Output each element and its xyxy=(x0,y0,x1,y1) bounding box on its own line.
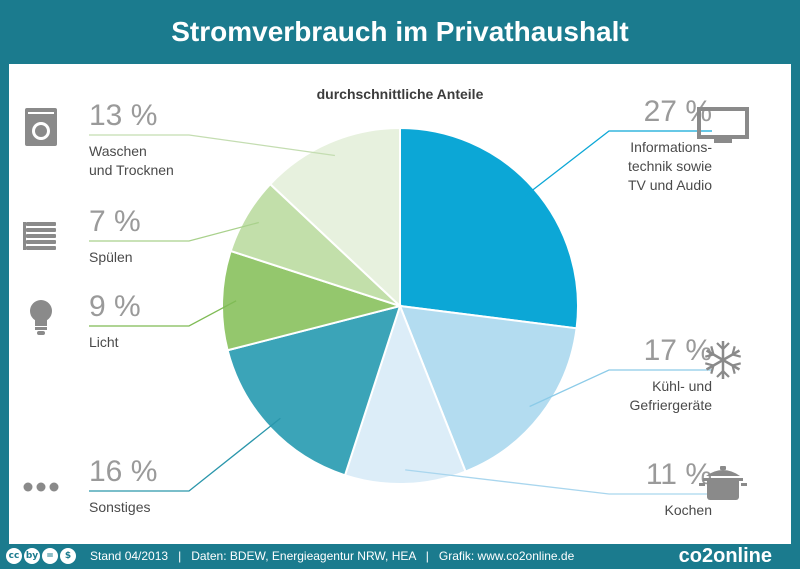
slice-label-5: Spülen xyxy=(89,249,133,265)
slice-label-3: Sonstiges xyxy=(89,499,150,515)
pie-slice-3 xyxy=(226,304,402,477)
slice-label-0: Informations-technik sowie TV und Audio xyxy=(628,139,712,193)
leader-line-3 xyxy=(89,417,281,492)
header-bar: Stromverbrauch im Privathaushalt xyxy=(0,0,800,64)
nd-badge: = xyxy=(42,548,58,564)
slice-value-1: 17 % xyxy=(644,334,712,367)
leader-line-1 xyxy=(529,369,712,408)
cooking-pot-icon xyxy=(699,466,747,500)
pie-chart: 27 % Informations-technik sowie TV und Aud… xyxy=(23,95,749,518)
light-bulb-icon xyxy=(30,300,52,335)
slice-value-6: 13 % xyxy=(89,99,157,132)
snowflake-icon xyxy=(704,341,742,379)
tv-icon xyxy=(697,107,749,143)
slice-label-1: Kühl- und Gefriergeräte xyxy=(630,378,713,413)
dish-stack-icon xyxy=(23,222,56,250)
footer-credits: Stand 04/2013 | Daten: BDEW, Energieagen… xyxy=(90,549,575,563)
chart-subtitle: durchschnittliche Anteile xyxy=(316,86,484,102)
cc-badge: cc xyxy=(6,548,22,564)
nc-badge: $ xyxy=(60,548,76,564)
slice-value-2: 11 % xyxy=(646,458,712,491)
page-title: Stromverbrauch im Privathaushalt xyxy=(171,16,629,47)
footer-bar: cc by = $ Stand 04/2013 | Daten: BDEW, E… xyxy=(0,544,800,569)
by-badge: by xyxy=(24,548,40,564)
slice-value-0: 27 % xyxy=(644,95,712,128)
leader-line-5 xyxy=(89,221,259,242)
slice-value-5: 7 % xyxy=(89,205,141,238)
brand-logo: co2online xyxy=(678,545,772,567)
leader-line-2 xyxy=(405,469,712,495)
washing-machine-icon xyxy=(25,108,57,146)
pie-slice-4 xyxy=(221,249,404,352)
chart-panel: durchschnittliche Anteile 27 % Informatio… xyxy=(9,64,791,544)
slice-value-3: 16 % xyxy=(89,455,157,488)
pie-slice-1 xyxy=(398,304,578,473)
slice-value-4: 9 % xyxy=(89,290,141,323)
leader-line-4 xyxy=(89,300,237,327)
more-dots-icon xyxy=(23,482,59,492)
license-badges: cc by = $ xyxy=(6,548,76,564)
slice-label-4: Licht xyxy=(89,334,119,350)
leader-line-0 xyxy=(522,130,712,199)
pie-slice-2 xyxy=(343,303,467,485)
pie-slice-6 xyxy=(268,126,401,309)
slice-label-6: Waschen und Trocknen xyxy=(89,143,174,178)
slice-label-2: Kochen xyxy=(665,502,712,518)
leader-line-6 xyxy=(89,134,335,157)
pie-slice-0 xyxy=(399,126,580,330)
